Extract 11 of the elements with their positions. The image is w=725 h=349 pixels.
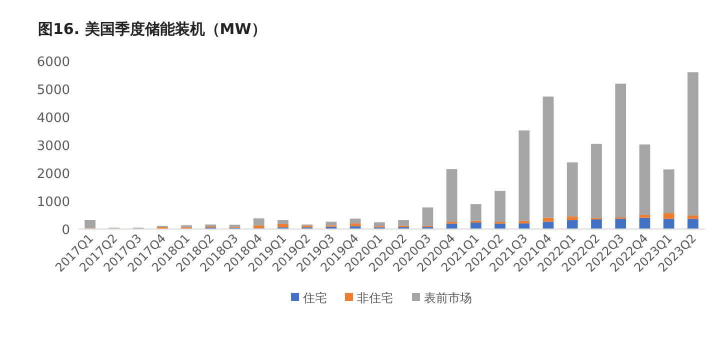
legend-label: 住宅 xyxy=(302,291,327,305)
y-tick-label: 5000 xyxy=(36,83,70,98)
legend-label: 表前市场 xyxy=(424,291,472,305)
legend-label: 非住宅 xyxy=(357,291,393,305)
y-tick-label: 1000 xyxy=(36,195,70,210)
y-tick-label: 4000 xyxy=(36,111,70,126)
y-tick-label: 0 xyxy=(62,223,70,238)
y-tick-label: 6000 xyxy=(36,55,70,70)
y-tick-label: 3000 xyxy=(36,139,70,154)
y-tick-label: 2000 xyxy=(36,167,70,182)
title: 图16. 美国季度储能装机（MW） xyxy=(38,20,266,38)
